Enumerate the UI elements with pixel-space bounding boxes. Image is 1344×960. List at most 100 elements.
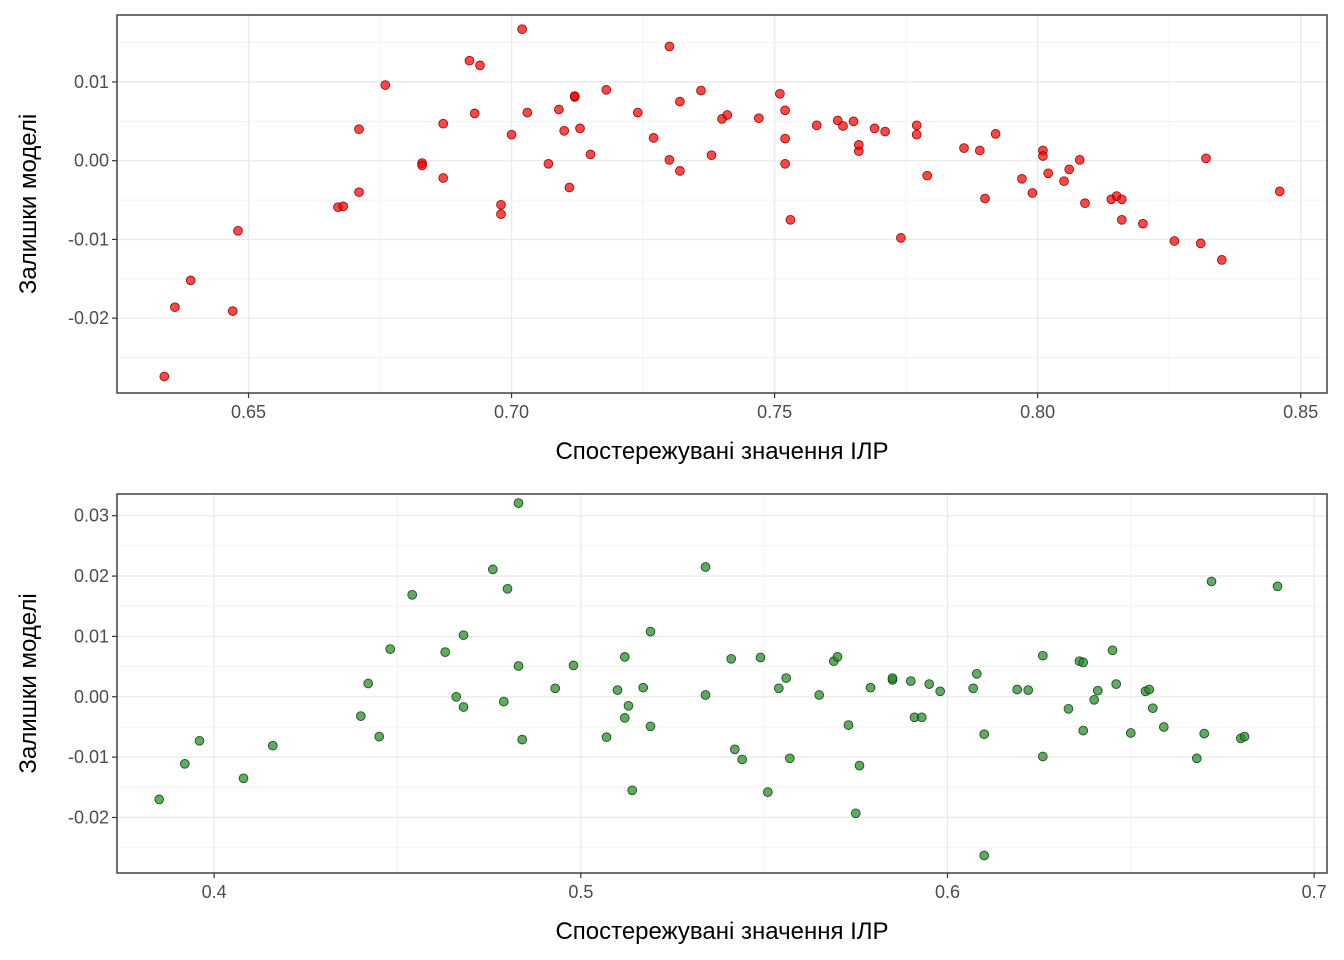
bottom-data-point	[267, 740, 278, 751]
bottom-data-point	[638, 682, 649, 693]
bottom-data-point	[627, 785, 638, 796]
bottom-grid	[117, 494, 1327, 873]
top-data-point	[564, 182, 575, 193]
bottom-data-point	[924, 679, 935, 689]
bottom-data-point	[502, 583, 513, 594]
bottom-data-point	[854, 760, 865, 771]
bottom-data-point	[363, 678, 374, 689]
bottom-data-point	[773, 683, 784, 694]
top-data-point	[1038, 151, 1048, 161]
top-data-point	[853, 140, 864, 150]
bottom-data-point	[737, 754, 748, 765]
top-scatter-points	[159, 24, 1285, 382]
top-data-point	[506, 129, 517, 140]
bottom-y-tick-label: 0.00	[74, 687, 109, 707]
bottom-data-point	[1089, 694, 1100, 705]
top-x-axis-title: Спостережувані значення ІЛР	[555, 438, 888, 465]
top-data-point	[722, 110, 733, 120]
top-data-point	[1116, 194, 1127, 205]
top-data-point	[496, 199, 506, 210]
top-data-point	[233, 225, 243, 236]
top-y-tick-label: 0.01	[74, 72, 109, 92]
top-data-point	[1080, 198, 1090, 209]
bottom-data-point	[645, 626, 656, 637]
bottom-data-point	[458, 630, 469, 641]
bottom-data-point	[487, 564, 498, 575]
top-data-point	[775, 88, 785, 99]
bottom-data-point	[887, 673, 898, 683]
bottom-data-point	[850, 808, 861, 819]
bottom-data-point	[935, 686, 946, 697]
bottom-axis-ticks: 0.4 0.5 0.6 0.7 -0.02 -0.01 0.00 0.01 0.02 0.03	[68, 506, 1327, 902]
top-data-point	[543, 158, 554, 169]
top-axis-ticks: 0.65 0.70 0.75 0.80 0.85 -0.02 -0.01 0.00 0.01	[68, 72, 1318, 422]
bottom-data-point	[619, 652, 630, 662]
bottom-data-point	[1092, 685, 1103, 696]
bottom-data-point	[968, 683, 979, 694]
bottom-scatter-points	[154, 498, 1283, 861]
top-data-point	[780, 133, 790, 144]
top-data-point	[1195, 238, 1206, 249]
bottom-data-point	[979, 850, 990, 861]
top-data-point	[780, 105, 790, 116]
bottom-x-tick-label: 0.5	[568, 882, 593, 902]
top-data-point	[575, 123, 585, 134]
bottom-data-point	[451, 691, 462, 702]
bottom-data-point	[971, 668, 982, 679]
bottom-data-point	[843, 720, 854, 730]
top-data-point	[974, 145, 985, 156]
top-data-point	[417, 160, 427, 171]
top-data-point	[922, 170, 933, 181]
top-data-point	[1059, 176, 1069, 187]
bottom-data-point	[440, 647, 451, 657]
bottom-data-point	[194, 735, 205, 746]
bottom-data-point	[154, 794, 165, 805]
bottom-data-point	[1125, 728, 1136, 738]
bottom-data-point	[355, 711, 366, 721]
bottom-data-point	[1147, 703, 1158, 714]
top-data-point	[1017, 173, 1027, 184]
bottom-data-point	[832, 652, 843, 662]
top-data-point	[785, 214, 796, 225]
top-data-point	[496, 209, 506, 220]
bottom-data-point	[700, 562, 711, 572]
bottom-data-point	[513, 498, 524, 508]
bottom-data-point	[916, 712, 927, 723]
top-data-point	[338, 201, 349, 212]
top-grid	[116, 15, 1327, 393]
bottom-x-tick-label: 0.4	[202, 882, 227, 902]
bottom-data-point	[407, 589, 418, 600]
top-x-tick-label: 0.65	[231, 402, 266, 422]
bottom-data-point	[1111, 679, 1122, 689]
bottom-data-point	[513, 661, 524, 671]
top-data-point	[464, 55, 475, 66]
bottom-data-point	[781, 673, 792, 683]
top-data-point	[838, 121, 848, 131]
top-residuals-panel: 0.65 0.70 0.75 0.80 0.85 -0.02 -0.01 0.00 0.01 С…	[15, 14, 1328, 465]
top-data-point	[753, 113, 764, 124]
top-data-point	[517, 24, 527, 35]
bottom-x-axis-title: Спостережувані значення ІЛР	[555, 918, 888, 945]
top-data-point	[354, 124, 364, 135]
top-panel-border	[116, 14, 1328, 394]
bottom-data-point	[619, 713, 630, 723]
bottom-data-point	[238, 773, 249, 784]
bottom-data-point	[1199, 728, 1210, 739]
top-data-point	[522, 107, 533, 118]
top-data-point	[1201, 153, 1211, 164]
top-data-point	[569, 91, 580, 101]
top-data-point	[185, 275, 196, 286]
top-y-axis-title: Залишки моделі	[15, 114, 42, 294]
bottom-data-point	[601, 732, 612, 743]
top-data-point	[696, 85, 706, 96]
bottom-y-tick-label: 0.02	[74, 566, 109, 586]
bottom-data-point	[814, 690, 825, 700]
top-data-point	[227, 306, 238, 316]
top-data-point	[1169, 236, 1180, 246]
top-data-point	[159, 371, 170, 382]
top-data-point	[911, 120, 922, 131]
bottom-data-point	[1206, 576, 1217, 587]
bottom-data-point	[179, 758, 190, 769]
top-data-point	[664, 41, 675, 52]
